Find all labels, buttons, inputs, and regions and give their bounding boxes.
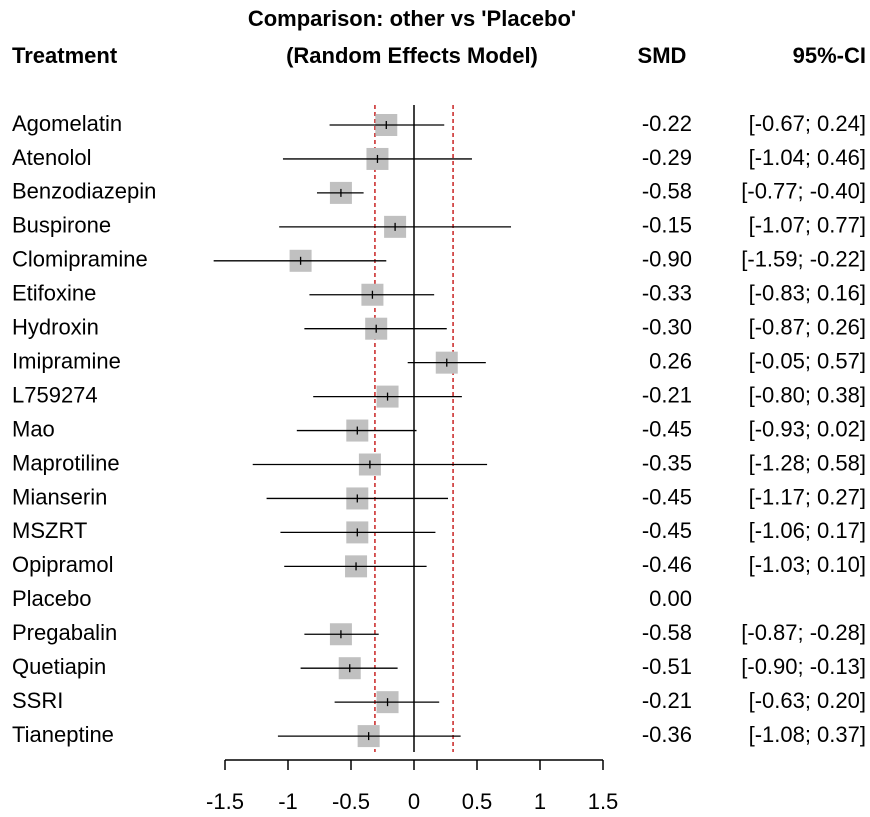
ci-label: [-1.06; 0.17] xyxy=(749,518,866,543)
smd-label: -0.22 xyxy=(642,111,692,136)
smd-label: -0.21 xyxy=(642,688,692,713)
treatment-label: Clomipramine xyxy=(12,247,148,272)
ci-label: [-0.63; 0.20] xyxy=(749,688,866,713)
ci-label: [-1.59; -0.22] xyxy=(741,247,866,272)
treatment-label: Agomelatin xyxy=(12,111,122,136)
ci-label: [-1.17; 0.27] xyxy=(749,484,866,509)
smd-label: -0.21 xyxy=(642,382,692,407)
x-tick-label: -1.5 xyxy=(206,789,244,814)
treatment-label: Maprotiline xyxy=(12,450,120,475)
x-tick-label: 1 xyxy=(534,789,546,814)
treatment-label: Etifoxine xyxy=(12,281,96,306)
smd-label: -0.90 xyxy=(642,247,692,272)
treatment-label: Pregabalin xyxy=(12,620,117,645)
x-tick-label: -0.5 xyxy=(332,789,370,814)
x-tick-label: -1 xyxy=(278,789,298,814)
column-header: SMD xyxy=(638,43,687,68)
smd-label: -0.35 xyxy=(642,450,692,475)
smd-label: -0.45 xyxy=(642,484,692,509)
x-tick-label: 1.5 xyxy=(588,789,619,814)
ci-label: [-0.90; -0.13] xyxy=(741,654,866,679)
treatment-label: MSZRT xyxy=(12,518,87,543)
ci-label: [-0.93; 0.02] xyxy=(749,416,866,441)
treatment-label: Atenolol xyxy=(12,145,92,170)
column-header: Treatment xyxy=(12,43,118,68)
ci-label: [-0.83; 0.16] xyxy=(749,281,866,306)
smd-label: -0.46 xyxy=(642,552,692,577)
smd-label: -0.51 xyxy=(642,654,692,679)
treatment-label: Imipramine xyxy=(12,348,121,373)
smd-label: -0.30 xyxy=(642,315,692,340)
ci-label: [-1.08; 0.37] xyxy=(749,722,866,747)
smd-label: -0.33 xyxy=(642,281,692,306)
ci-label: [-0.80; 0.38] xyxy=(749,382,866,407)
treatment-label: Placebo xyxy=(12,586,92,611)
smd-label: -0.15 xyxy=(642,213,692,238)
x-tick-label: 0.5 xyxy=(462,789,493,814)
chart-subtitle: (Random Effects Model) xyxy=(286,43,538,68)
treatment-label: Benzodiazepin xyxy=(12,179,156,204)
ci-label: [-0.87; -0.28] xyxy=(741,620,866,645)
smd-label: -0.45 xyxy=(642,518,692,543)
smd-label: -0.58 xyxy=(642,179,692,204)
ci-label: [-1.03; 0.10] xyxy=(749,552,866,577)
ci-label: [-0.77; -0.40] xyxy=(741,179,866,204)
smd-label: 0.26 xyxy=(649,348,692,373)
treatment-label: Mao xyxy=(12,416,55,441)
ci-label: [-1.07; 0.77] xyxy=(749,213,866,238)
ci-label: [-0.87; 0.26] xyxy=(749,315,866,340)
smd-label: -0.29 xyxy=(642,145,692,170)
treatment-label: Opipramol xyxy=(12,552,113,577)
chart-title: Comparison: other vs 'Placebo' xyxy=(248,6,576,31)
treatment-label: Hydroxin xyxy=(12,315,99,340)
smd-label: -0.58 xyxy=(642,620,692,645)
smd-label: -0.36 xyxy=(642,722,692,747)
column-header: 95%-CI xyxy=(793,43,866,68)
treatment-label: Quetiapin xyxy=(12,654,106,679)
x-tick-label: 0 xyxy=(408,789,420,814)
treatment-label: SSRI xyxy=(12,688,63,713)
treatment-label: Buspirone xyxy=(12,213,111,238)
treatment-label: Mianserin xyxy=(12,484,107,509)
smd-label: 0.00 xyxy=(649,586,692,611)
smd-label: -0.45 xyxy=(642,416,692,441)
treatment-label: Tianeptine xyxy=(12,722,114,747)
treatment-label: L759274 xyxy=(12,382,98,407)
ci-label: [-1.28; 0.58] xyxy=(749,450,866,475)
ci-label: [-0.67; 0.24] xyxy=(749,111,866,136)
ci-label: [-0.05; 0.57] xyxy=(749,348,866,373)
ci-label: [-1.04; 0.46] xyxy=(749,145,866,170)
